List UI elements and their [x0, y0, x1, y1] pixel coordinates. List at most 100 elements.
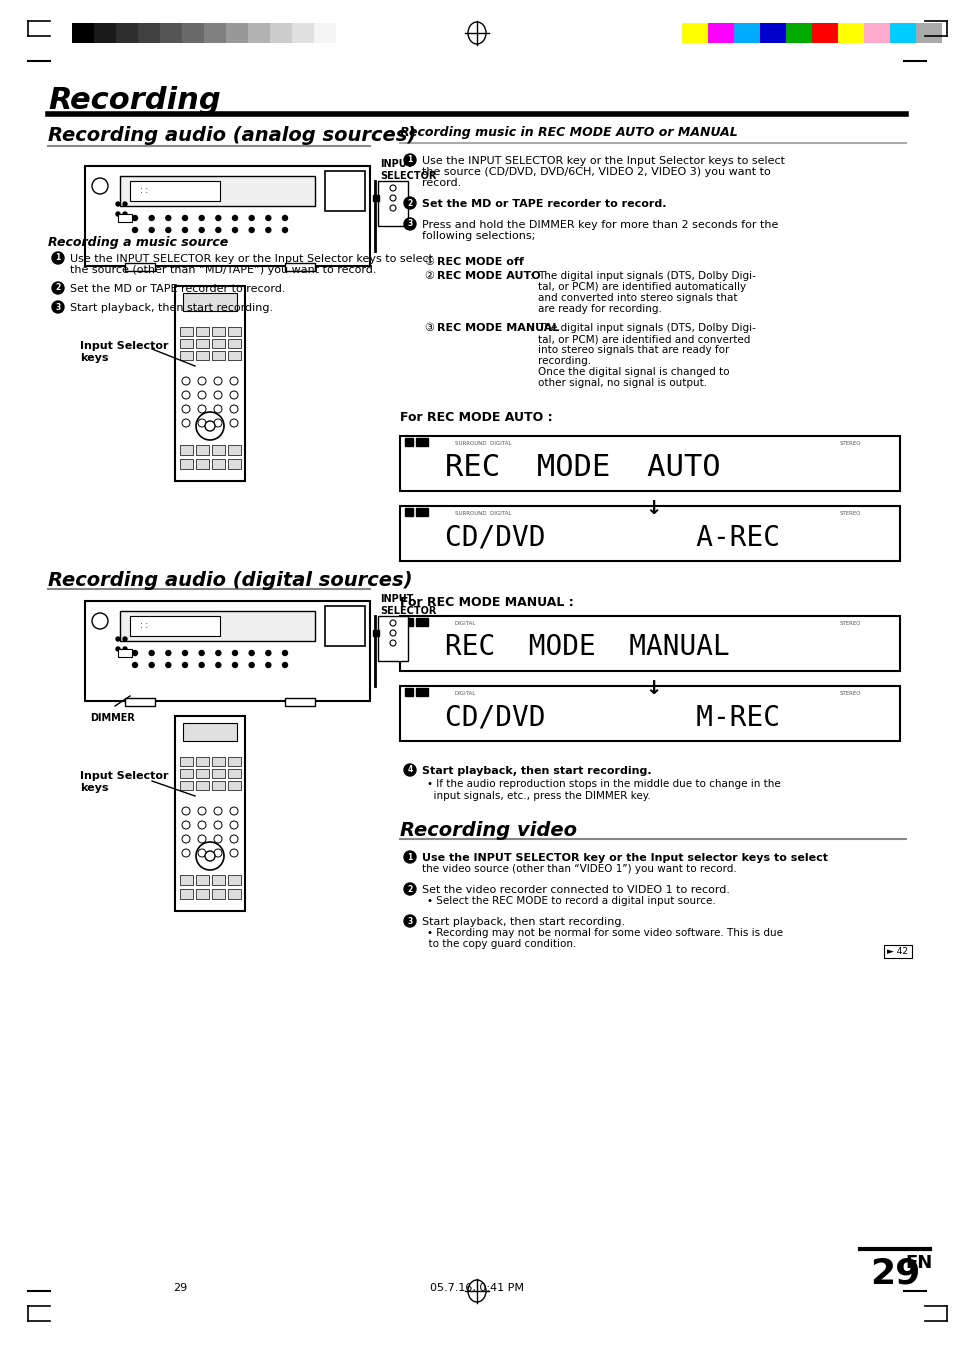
Circle shape: [282, 216, 287, 220]
Bar: [195, 889, 209, 898]
Bar: [228, 875, 241, 885]
Circle shape: [215, 227, 220, 232]
Text: Input Selector
keys: Input Selector keys: [80, 771, 169, 793]
Bar: [416, 688, 428, 696]
Circle shape: [215, 662, 220, 667]
Bar: [125, 698, 154, 707]
Bar: [212, 781, 225, 790]
Circle shape: [116, 638, 120, 640]
Text: to the copy guard condition.: to the copy guard condition.: [421, 939, 576, 948]
Text: 4: 4: [407, 766, 413, 774]
Text: the video source (other than “VIDEO 1”) you want to record.: the video source (other than “VIDEO 1”) …: [421, 865, 736, 874]
Bar: [85, 601, 370, 701]
Circle shape: [403, 765, 416, 775]
Bar: [195, 327, 209, 336]
Text: Once the digital signal is changed to: Once the digital signal is changed to: [537, 367, 729, 377]
Circle shape: [132, 662, 137, 667]
Text: 29: 29: [869, 1256, 920, 1290]
Text: CD/DVD         A-REC: CD/DVD A-REC: [444, 523, 780, 551]
Circle shape: [182, 650, 188, 655]
Circle shape: [205, 851, 214, 861]
Bar: [405, 438, 413, 446]
Circle shape: [132, 216, 137, 220]
Text: tal, or PCM) are identified automatically: tal, or PCM) are identified automaticall…: [537, 282, 745, 292]
Bar: [116, 23, 138, 43]
Bar: [228, 339, 241, 349]
Text: REC  MODE  AUTO: REC MODE AUTO: [444, 453, 720, 482]
Bar: [160, 23, 182, 43]
Circle shape: [132, 650, 137, 655]
Bar: [212, 889, 225, 898]
Bar: [228, 781, 241, 790]
Circle shape: [116, 647, 120, 651]
Text: tal, or PCM) are identified and converted: tal, or PCM) are identified and converte…: [537, 334, 750, 345]
Bar: [226, 23, 248, 43]
Bar: [180, 781, 193, 790]
Bar: [228, 327, 241, 336]
Circle shape: [149, 662, 154, 667]
Circle shape: [266, 662, 271, 667]
Text: recording.: recording.: [537, 357, 591, 366]
Text: DIGITAL: DIGITAL: [455, 690, 476, 696]
Bar: [285, 698, 314, 707]
Text: Recording: Recording: [48, 86, 220, 115]
Text: Set the MD or TAPE recorder to record.: Set the MD or TAPE recorder to record.: [421, 199, 666, 209]
Bar: [416, 617, 428, 626]
Text: 2: 2: [407, 199, 413, 208]
Text: 1: 1: [55, 254, 61, 262]
Bar: [212, 875, 225, 885]
Circle shape: [123, 203, 127, 205]
Text: • If the audio reproduction stops in the middle due to change in the
  input sig: • If the audio reproduction stops in the…: [427, 780, 780, 801]
Bar: [212, 444, 225, 455]
Bar: [285, 263, 314, 272]
Circle shape: [166, 216, 171, 220]
Bar: [212, 459, 225, 469]
Circle shape: [282, 662, 287, 667]
Bar: [228, 351, 241, 359]
Text: Start playback, then start recording.: Start playback, then start recording.: [421, 917, 624, 927]
Bar: [180, 327, 193, 336]
Text: 1: 1: [407, 852, 413, 862]
Circle shape: [149, 650, 154, 655]
Bar: [405, 508, 413, 516]
Bar: [195, 769, 209, 778]
Text: SURROUND  DIGITAL: SURROUND DIGITAL: [455, 511, 511, 516]
Bar: [883, 944, 911, 958]
Bar: [325, 607, 365, 646]
Text: Recording music in REC MODE AUTO or MANUAL: Recording music in REC MODE AUTO or MANU…: [399, 126, 737, 139]
Bar: [373, 630, 378, 636]
Bar: [118, 648, 132, 657]
Circle shape: [123, 647, 127, 651]
Text: 2: 2: [407, 885, 413, 893]
Bar: [416, 508, 428, 516]
Circle shape: [52, 301, 64, 313]
Text: • Recording may not be normal for some video software. This is due: • Recording may not be normal for some v…: [427, 928, 782, 938]
Bar: [182, 23, 204, 43]
Bar: [228, 444, 241, 455]
Bar: [183, 723, 236, 740]
Bar: [180, 889, 193, 898]
Circle shape: [233, 227, 237, 232]
Text: Input Selector
keys: Input Selector keys: [80, 340, 169, 362]
Text: Recording video: Recording video: [399, 821, 577, 840]
Text: EN: EN: [904, 1254, 931, 1273]
Text: are ready for recording.: are ready for recording.: [537, 304, 661, 313]
Bar: [212, 757, 225, 766]
Text: :: :: [530, 323, 533, 332]
Text: other signal, no signal is output.: other signal, no signal is output.: [537, 378, 706, 388]
Text: STEREO: STEREO: [840, 690, 861, 696]
Text: Start playback, then start recording.: Start playback, then start recording.: [70, 303, 273, 313]
Bar: [195, 459, 209, 469]
Bar: [837, 23, 863, 43]
Text: INPUT
SELECTOR: INPUT SELECTOR: [379, 159, 436, 181]
Text: 3: 3: [407, 916, 413, 925]
Bar: [195, 444, 209, 455]
Bar: [405, 617, 413, 626]
Bar: [292, 23, 314, 43]
Text: 3: 3: [407, 219, 413, 228]
Bar: [760, 23, 785, 43]
Text: ①: ①: [424, 257, 441, 267]
Circle shape: [149, 216, 154, 220]
Text: CD/DVD         M-REC: CD/DVD M-REC: [444, 703, 780, 731]
Bar: [180, 351, 193, 359]
